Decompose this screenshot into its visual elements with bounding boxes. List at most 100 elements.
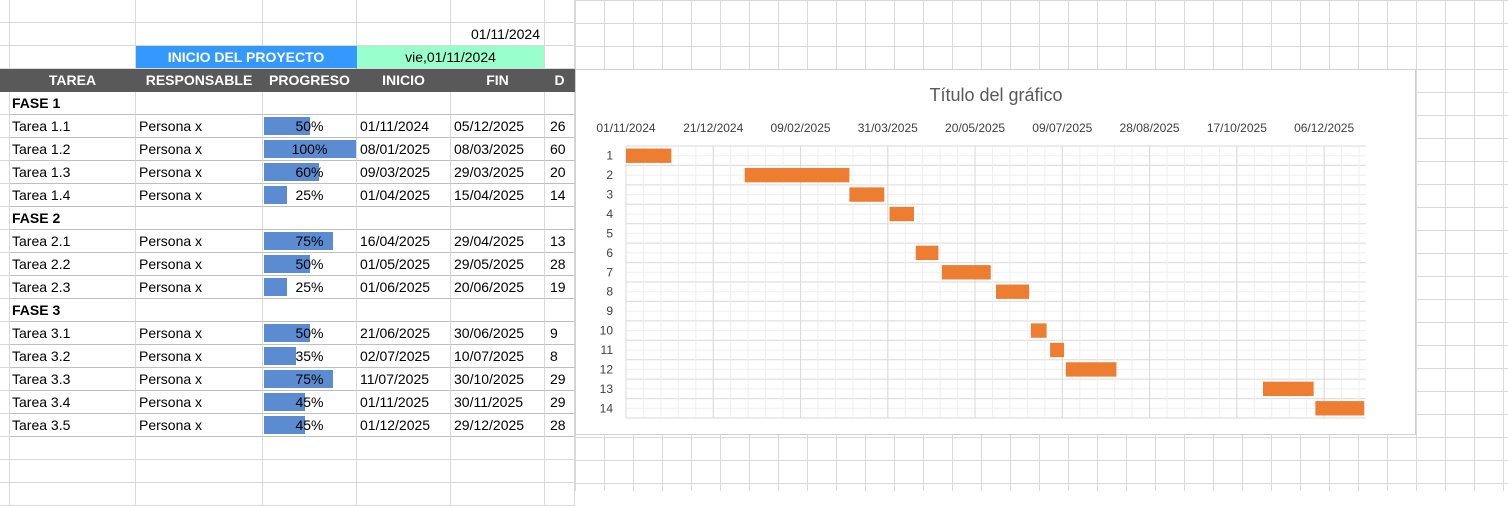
task-start[interactable]: 09/03/2025: [357, 161, 451, 184]
task-progress[interactable]: 45%: [263, 414, 357, 437]
task-days[interactable]: 9: [545, 322, 575, 345]
task-progress[interactable]: 25%: [263, 276, 357, 299]
task-end[interactable]: 15/04/2025: [451, 184, 545, 207]
task-end[interactable]: 29/04/2025: [451, 230, 545, 253]
task-name[interactable]: Tarea 3.1: [10, 322, 136, 345]
task-name[interactable]: Tarea 2.3: [10, 276, 136, 299]
task-start[interactable]: 01/11/2024: [357, 115, 451, 138]
gantt-chart[interactable]: Título del gráfico 01/11/2024 21/12/2024 0…: [575, 69, 1416, 435]
task-start[interactable]: 01/05/2025: [357, 253, 451, 276]
task-name[interactable]: Tarea 3.2: [10, 345, 136, 368]
task-owner[interactable]: Persona x: [136, 138, 263, 161]
task-progress[interactable]: 100%: [263, 138, 357, 161]
gantt-bar[interactable]: [626, 148, 672, 163]
task-end[interactable]: 10/07/2025: [451, 345, 545, 368]
task-owner[interactable]: Persona x: [136, 391, 263, 414]
task-days[interactable]: 29: [545, 368, 575, 391]
task-start[interactable]: 01/12/2025: [357, 414, 451, 437]
header-fin[interactable]: FIN: [451, 69, 545, 92]
task-start[interactable]: 08/01/2025: [357, 138, 451, 161]
task-start[interactable]: 16/04/2025: [357, 230, 451, 253]
gantt-bar[interactable]: [941, 265, 991, 280]
task-name[interactable]: Tarea 2.1: [10, 230, 136, 253]
task-end[interactable]: 20/06/2025: [451, 276, 545, 299]
gantt-bar[interactable]: [1263, 381, 1314, 397]
task-progress[interactable]: 75%: [263, 368, 357, 391]
top-date-cell[interactable]: 01/11/2024: [451, 23, 545, 46]
header-tarea[interactable]: TAREA: [10, 69, 136, 92]
task-end[interactable]: 05/12/2025: [451, 115, 545, 138]
progress-bar: [264, 232, 333, 250]
task-days[interactable]: 60: [545, 138, 575, 161]
task-days[interactable]: 19: [545, 276, 575, 299]
gantt-bar[interactable]: [1050, 342, 1065, 358]
task-name[interactable]: Tarea 3.3: [10, 368, 136, 391]
header-responsable[interactable]: RESPONSABLE: [136, 69, 263, 92]
gantt-bar[interactable]: [1065, 362, 1117, 377]
task-owner[interactable]: Persona x: [136, 322, 263, 345]
task-days[interactable]: 14: [545, 184, 575, 207]
task-progress[interactable]: 25%: [263, 184, 357, 207]
task-progress[interactable]: 45%: [263, 391, 357, 414]
project-start-label[interactable]: INICIO DEL PROYECTO: [136, 46, 357, 69]
x-axis-ticks: 01/11/2024 21/12/2024 09/02/2025 31/03/2025…: [596, 121, 1354, 135]
task-days[interactable]: 28: [545, 414, 575, 437]
task-end[interactable]: 08/03/2025: [451, 138, 545, 161]
task-progress[interactable]: 50%: [263, 115, 357, 138]
task-owner[interactable]: Persona x: [136, 414, 263, 437]
header-d[interactable]: D: [545, 69, 575, 92]
gantt-bar[interactable]: [889, 206, 914, 222]
phase-name[interactable]: FASE 2: [10, 207, 136, 230]
task-progress[interactable]: 50%: [263, 253, 357, 276]
phase-name[interactable]: FASE 3: [10, 299, 136, 322]
task-end[interactable]: 30/11/2025: [451, 391, 545, 414]
task-days[interactable]: 29: [545, 391, 575, 414]
task-end[interactable]: 30/10/2025: [451, 368, 545, 391]
task-progress[interactable]: 75%: [263, 230, 357, 253]
project-start-value[interactable]: vie,01/11/2024: [357, 46, 545, 69]
gantt-bar[interactable]: [1315, 401, 1365, 416]
task-end[interactable]: 29/03/2025: [451, 161, 545, 184]
task-end[interactable]: 29/12/2025: [451, 414, 545, 437]
task-owner[interactable]: Persona x: [136, 230, 263, 253]
task-start[interactable]: 01/11/2025: [357, 391, 451, 414]
gantt-bar[interactable]: [915, 245, 939, 261]
task-progress[interactable]: 60%: [263, 161, 357, 184]
gantt-bar[interactable]: [744, 167, 850, 183]
task-days[interactable]: 26: [545, 115, 575, 138]
header-inicio[interactable]: INICIO: [357, 69, 451, 92]
task-progress[interactable]: 35%: [263, 345, 357, 368]
gantt-bar[interactable]: [849, 187, 885, 202]
task-days[interactable]: 28: [545, 253, 575, 276]
phase-name[interactable]: FASE 1: [10, 92, 136, 115]
task-progress[interactable]: 50%: [263, 322, 357, 345]
task-owner[interactable]: Persona x: [136, 161, 263, 184]
task-start[interactable]: 11/07/2025: [357, 368, 451, 391]
gantt-bar[interactable]: [996, 284, 1030, 299]
task-days[interactable]: 8: [545, 345, 575, 368]
task-start[interactable]: 02/07/2025: [357, 345, 451, 368]
task-name[interactable]: Tarea 1.4: [10, 184, 136, 207]
task-owner[interactable]: Persona x: [136, 276, 263, 299]
task-owner[interactable]: Persona x: [136, 345, 263, 368]
task-name[interactable]: Tarea 2.2: [10, 253, 136, 276]
task-name[interactable]: Tarea 1.1: [10, 115, 136, 138]
task-end[interactable]: 30/06/2025: [451, 322, 545, 345]
chart-title[interactable]: Título del gráfico: [929, 85, 1062, 105]
task-owner[interactable]: Persona x: [136, 368, 263, 391]
task-days[interactable]: 20: [545, 161, 575, 184]
task-owner[interactable]: Persona x: [136, 253, 263, 276]
task-start[interactable]: 01/06/2025: [357, 276, 451, 299]
task-start[interactable]: 01/04/2025: [357, 184, 451, 207]
task-owner[interactable]: Persona x: [136, 115, 263, 138]
header-progreso[interactable]: PROGRESO: [263, 69, 357, 92]
task-name[interactable]: Tarea 1.3: [10, 161, 136, 184]
gantt-bar[interactable]: [1030, 323, 1047, 338]
task-name[interactable]: Tarea 1.2: [10, 138, 136, 161]
task-name[interactable]: Tarea 3.4: [10, 391, 136, 414]
task-owner[interactable]: Persona x: [136, 184, 263, 207]
task-name[interactable]: Tarea 3.5: [10, 414, 136, 437]
task-end[interactable]: 29/05/2025: [451, 253, 545, 276]
task-start[interactable]: 21/06/2025: [357, 322, 451, 345]
task-days[interactable]: 13: [545, 230, 575, 253]
